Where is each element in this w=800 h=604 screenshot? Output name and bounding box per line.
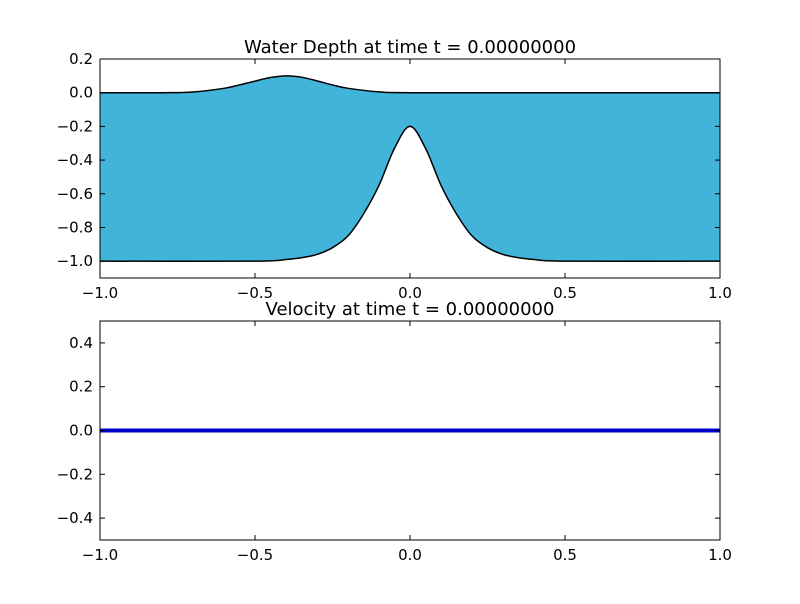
y-tick-label: −0.8 bbox=[57, 218, 93, 236]
y-tick-label: −0.2 bbox=[57, 465, 93, 483]
y-tick-label: 0.2 bbox=[69, 50, 93, 68]
y-tick-label: −0.2 bbox=[57, 117, 93, 135]
water-depth-title: Water Depth at time t = 0.00000000 bbox=[244, 37, 576, 58]
y-tick-label: −0.4 bbox=[57, 151, 93, 169]
axes-frame bbox=[99, 320, 721, 541]
velocity-panel: Velocity at time t = 0.00000000 −1.0 −0.5… bbox=[57, 299, 732, 564]
y-tick-label: 0.0 bbox=[69, 84, 93, 102]
x-tick-label: 1.0 bbox=[708, 284, 732, 302]
y-tick-label: 0.2 bbox=[69, 378, 93, 396]
x-tick-label: −0.5 bbox=[237, 546, 273, 564]
x-tick-label: 0.0 bbox=[398, 546, 422, 564]
x-tick-label: −1.0 bbox=[82, 546, 118, 564]
x-tick-label: 1.0 bbox=[708, 546, 732, 564]
water-surface-line bbox=[99, 75, 720, 94]
water-region bbox=[100, 75, 720, 262]
water-depth-plot-area: −1.0 −0.5 0.0 0.5 1.0 0.2 0.0 −0.2 −0.4 −0.6 −0.8 −… bbox=[57, 50, 732, 302]
velocity-title: Velocity at time t = 0.00000000 bbox=[266, 299, 555, 320]
x-tick-label: 0.0 bbox=[398, 284, 422, 302]
velocity-plot-area: −1.0 −0.5 0.0 0.5 1.0 0.4 0.2 0.0 −0.2 −0.4 bbox=[57, 320, 732, 564]
bottom-topography-line bbox=[99, 125, 721, 263]
y-tick-label: −1.0 bbox=[57, 252, 93, 270]
x-tick-label: 0.5 bbox=[553, 284, 577, 302]
y-tick-label: 0.0 bbox=[69, 422, 93, 440]
y-tick-label: −0.4 bbox=[57, 509, 93, 527]
x-tick-label: −1.0 bbox=[82, 284, 118, 302]
axes-frame bbox=[99, 58, 721, 279]
y-tick-label: 0.4 bbox=[69, 334, 93, 352]
x-tick-label: −0.5 bbox=[237, 284, 273, 302]
x-tick-label: 0.5 bbox=[553, 546, 577, 564]
y-tick-label: −0.6 bbox=[57, 185, 93, 203]
water-depth-panel: Water Depth at time t = 0.00000000 −1.0−… bbox=[57, 37, 732, 302]
